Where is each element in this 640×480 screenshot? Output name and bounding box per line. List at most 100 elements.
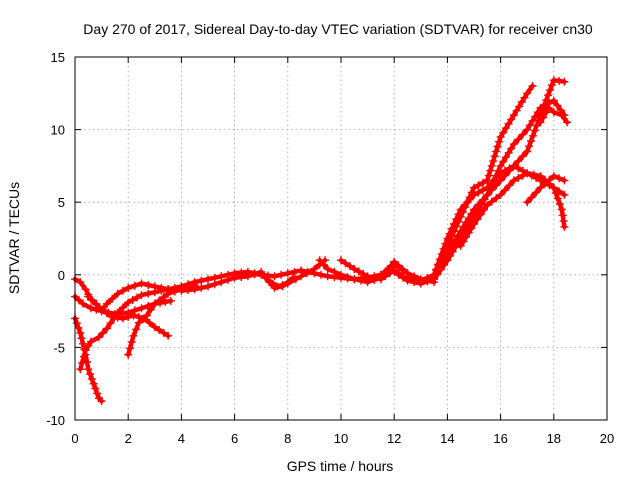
data-point-interp: [432, 265, 440, 274]
series-pass-14: [456, 169, 569, 250]
data-point: [84, 365, 93, 374]
data-point: [270, 283, 279, 292]
data-point-interp: [133, 293, 142, 302]
data-point-interp: [459, 237, 468, 246]
data-point-interp: [126, 344, 134, 353]
data-point: [523, 147, 532, 156]
data-point: [323, 272, 332, 281]
data-point-interp: [501, 124, 510, 133]
data-point-interp: [484, 171, 493, 180]
data-point-interp: [514, 135, 523, 144]
data-point-interp: [450, 220, 458, 228]
data-point-interp: [528, 131, 537, 140]
data-point-interp: [93, 389, 102, 398]
data-point-interp: [517, 98, 526, 106]
data-point-interp: [487, 197, 496, 206]
data-point: [124, 283, 133, 292]
data-point: [470, 220, 478, 228]
data-point: [137, 304, 146, 313]
data-point-interp: [486, 166, 495, 175]
data-point-interp: [454, 210, 463, 219]
data-point-interp: [79, 339, 87, 348]
data-point: [137, 279, 146, 288]
data-point-interp: [445, 229, 454, 238]
data-point: [97, 307, 106, 316]
data-point-interp: [394, 270, 403, 279]
y-tick-label: 5: [58, 195, 65, 210]
data-point: [557, 205, 566, 214]
data-point: [142, 311, 151, 320]
data-point-interp: [144, 289, 153, 298]
data-point: [376, 275, 385, 284]
data-point-interp: [110, 313, 118, 322]
data-point: [528, 82, 537, 90]
data-point: [443, 234, 452, 243]
data-point-interp: [447, 224, 456, 233]
data-point-interp: [78, 358, 87, 367]
data-point: [150, 299, 159, 308]
data-point-interp: [478, 199, 486, 208]
data-point: [350, 275, 359, 284]
data-point-interp: [277, 270, 286, 279]
axis-ticks: 0 2 4 6 8 10 12 14 16 18 20 -10 -5 0 5 10 15: [46, 50, 614, 446]
data-point-interp: [493, 142, 502, 151]
data-point: [496, 161, 505, 170]
data-point-interp: [155, 296, 164, 305]
data-point: [118, 314, 127, 323]
data-point-interp: [478, 178, 487, 187]
x-tick-label: 18: [547, 431, 561, 446]
data-point-interp: [106, 319, 115, 328]
data-point-interp: [547, 81, 556, 90]
data-point-interp: [343, 273, 352, 281]
data-point: [289, 273, 298, 282]
data-point-interp: [495, 137, 504, 146]
data-point-interp: [319, 260, 328, 269]
data-point: [190, 278, 199, 287]
data-point: [87, 337, 95, 346]
data-point: [483, 183, 492, 192]
y-axis-label: SDTVAR / TECUs: [6, 182, 22, 294]
data-point: [563, 118, 572, 127]
data-point: [243, 269, 252, 278]
data-point-interp: [492, 181, 501, 190]
data-point-interp: [88, 296, 97, 305]
data-point-interp: [130, 306, 139, 315]
data-point-interp: [446, 251, 455, 260]
data-point-interp: [514, 164, 523, 173]
data-point-interp: [546, 86, 554, 95]
series-pass-4: [76, 283, 186, 374]
data-point-interp: [77, 334, 86, 343]
data-point: [496, 132, 505, 141]
data-point: [102, 299, 111, 308]
data-point: [350, 265, 359, 273]
data-point: [150, 282, 159, 291]
data-point-interp: [118, 286, 127, 295]
data-point-interp: [433, 260, 442, 269]
data-point-interp: [467, 224, 476, 233]
data-point-interp: [529, 170, 538, 179]
data-point: [536, 118, 545, 127]
data-point-interp: [118, 303, 127, 312]
data-point-interp: [478, 186, 487, 195]
data-point-interp: [452, 215, 461, 224]
data-point-interp: [480, 195, 489, 204]
data-point: [97, 397, 106, 406]
data-point: [470, 183, 478, 192]
data-point-interp: [87, 374, 96, 383]
data-point: [390, 257, 399, 266]
data-point-interp: [132, 325, 141, 334]
data-point-interp: [492, 147, 501, 156]
data-point-interp: [197, 283, 206, 292]
data-point-interp: [514, 157, 523, 166]
data-point: [177, 286, 186, 295]
data-point: [509, 111, 518, 120]
data-point-interp: [499, 128, 508, 137]
data-point: [84, 292, 93, 301]
data-point: [79, 299, 87, 308]
data-point-interp: [525, 142, 534, 151]
data-point-interp: [490, 152, 499, 161]
data-point-interp: [441, 239, 450, 248]
data-point-interp: [464, 228, 473, 237]
data-point: [523, 89, 532, 98]
data-point-interp: [501, 186, 509, 195]
